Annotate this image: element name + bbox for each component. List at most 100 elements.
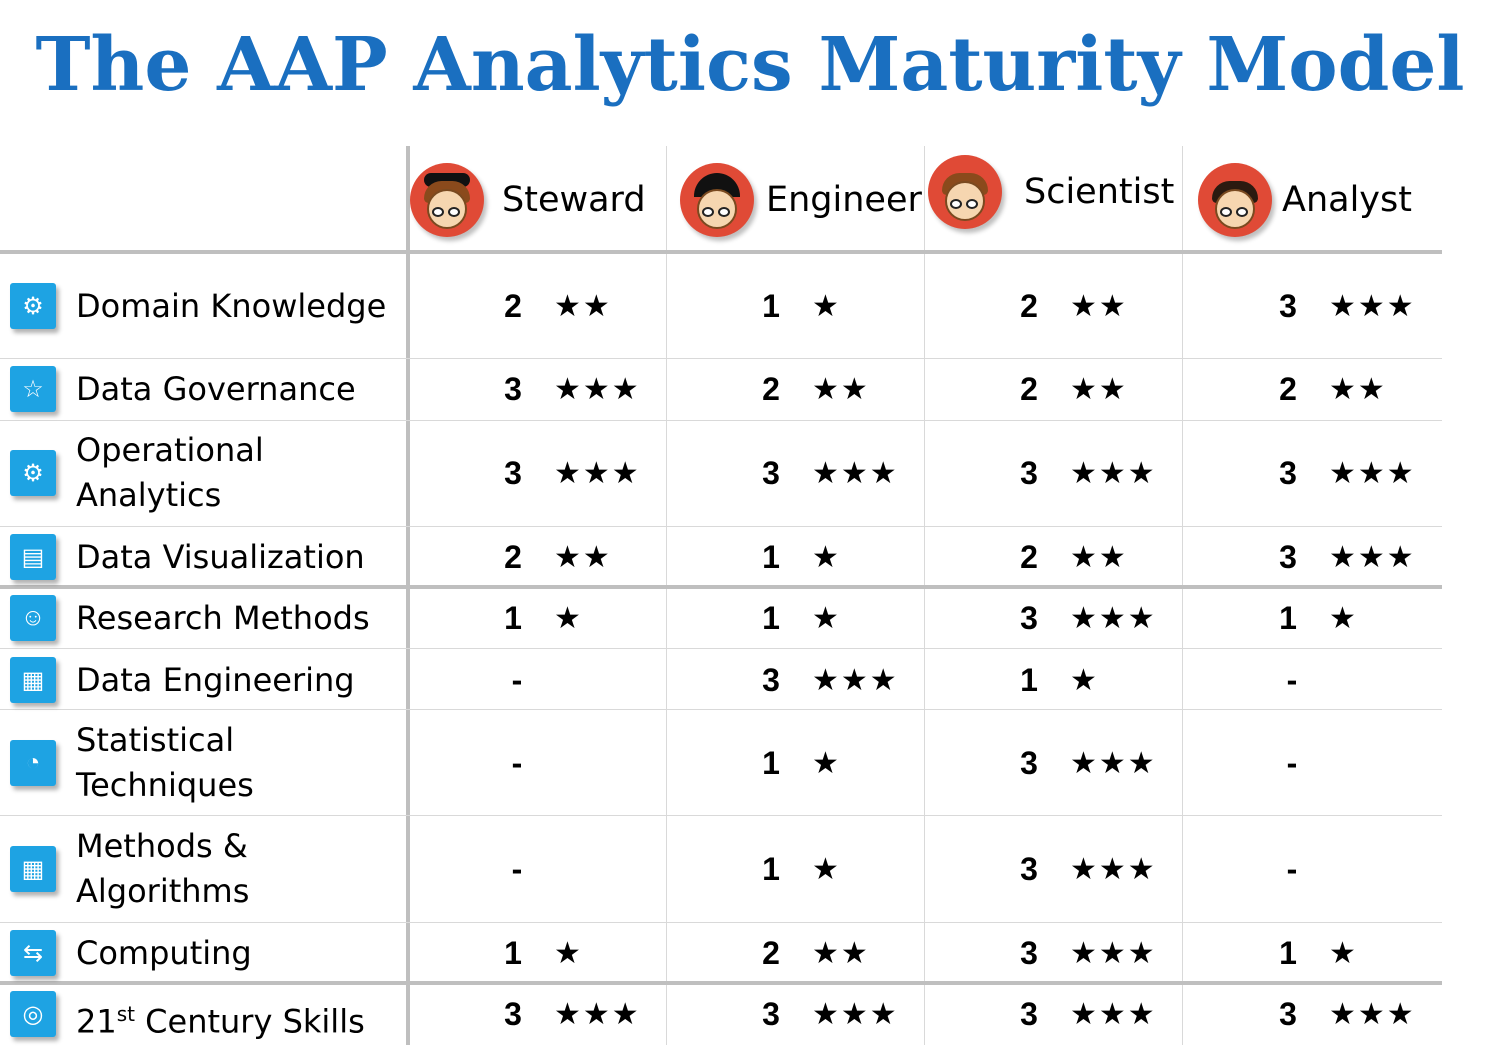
rating-stars: ★	[554, 601, 583, 635]
data-governance-icon: ☆	[10, 366, 56, 412]
rating-cell: 3 ★★★	[1014, 741, 1272, 785]
rating-cell: 3 ★★★	[1273, 284, 1500, 328]
research-methods-icon: ☺	[10, 595, 56, 641]
rating-score: 2	[1020, 370, 1038, 407]
rating-score: 3	[1020, 599, 1038, 636]
category-label: Data Engineering	[76, 660, 355, 699]
row-label-6: ▦ Data Engineering	[0, 630, 405, 730]
category-label: Operational Analytics	[76, 431, 264, 514]
rating-score: 1	[1279, 934, 1297, 971]
rating-score: 3	[504, 995, 522, 1032]
row-label-2: ☆ Data Governance	[0, 339, 405, 439]
rating-cell: 2 ★★	[498, 284, 756, 328]
rating-score: 3	[762, 454, 780, 491]
rating-cell: -	[498, 847, 756, 891]
rating-stars: ★★★	[1070, 456, 1157, 490]
rating-cell: 3 ★★★	[1014, 992, 1272, 1036]
rating-stars: ★★★	[1070, 746, 1157, 780]
rating-cell: -	[498, 741, 756, 785]
rating-stars: ★★★	[1329, 289, 1416, 323]
role-header-analyst: Analyst	[1198, 160, 1412, 240]
category-label: Data Governance	[76, 369, 356, 408]
rating-stars: ★★	[1070, 372, 1128, 406]
header-divider	[0, 250, 1442, 254]
rating-score: 3	[1020, 454, 1038, 491]
rating-score: 3	[762, 995, 780, 1032]
rating-stars: ★★★	[1070, 997, 1157, 1031]
category-label-suffix: st	[116, 1002, 135, 1026]
rating-score: 1	[762, 599, 780, 636]
rating-score: 2	[1279, 370, 1297, 407]
label-column-divider	[406, 146, 410, 1045]
rating-stars: ★★★	[1329, 540, 1416, 574]
rating-score: 1	[762, 744, 780, 781]
rating-stars: ★★★	[1070, 936, 1157, 970]
data-visualization-icon: ▤	[10, 534, 56, 580]
rating-score: -	[511, 744, 523, 781]
role-header-steward: Steward	[410, 160, 646, 240]
category-label: Research Methods	[76, 598, 370, 637]
rating-score: 1	[1279, 599, 1297, 636]
21st-century-skills-icon: ◎	[10, 991, 56, 1037]
rating-stars: ★★	[1329, 372, 1387, 406]
row-divider	[0, 526, 1442, 527]
rating-score: 3	[1020, 850, 1038, 887]
rating-score: 2	[504, 538, 522, 575]
row-divider	[0, 709, 1442, 710]
role-label: Engineer	[766, 180, 922, 220]
row-label-4: ▤ Data Visualization	[0, 507, 405, 607]
rating-cell: 1 ★	[756, 847, 1014, 891]
rating-score: -	[511, 850, 523, 887]
row-label-7: ◔ Statistical Techniques	[0, 713, 405, 813]
row-label-10: ◎ 21st Century Skills	[0, 964, 405, 1064]
rating-score: 1	[762, 287, 780, 324]
category-label: Statistical Techniques	[76, 721, 254, 804]
page-title: The AAP Analytics Maturity Model	[35, 22, 1465, 108]
rating-cell: 1 ★	[756, 535, 1014, 579]
role-header-engineer: Engineer	[680, 160, 922, 240]
rating-score: 1	[762, 850, 780, 887]
rating-stars: ★	[812, 289, 841, 323]
methods-algorithms-icon: ▦	[10, 846, 56, 892]
rating-stars: ★	[1070, 663, 1099, 697]
rating-cell: 1 ★	[498, 596, 756, 640]
rating-stars: ★★★	[812, 997, 899, 1031]
rating-score: 3	[1020, 934, 1038, 971]
row-label-8: ▦ Methods & Algorithms	[0, 819, 405, 919]
rating-stars: ★	[812, 540, 841, 574]
rating-stars: ★★★	[554, 372, 641, 406]
rating-cell: 3 ★★★	[498, 367, 756, 411]
rating-stars: ★★★	[1329, 997, 1416, 1031]
rating-stars: ★★★	[1070, 601, 1157, 635]
rating-cell: 3 ★★★	[498, 451, 756, 495]
rating-score: 3	[1279, 287, 1297, 324]
rating-cell: 2 ★★	[756, 931, 1014, 975]
rating-cell: 1 ★	[1273, 931, 1500, 975]
scientist-avatar-icon	[928, 155, 1002, 229]
rating-stars: ★★	[554, 540, 612, 574]
rating-score: 3	[762, 661, 780, 698]
rating-stars: ★	[1329, 601, 1358, 635]
rating-cell: 3 ★★★	[1273, 535, 1500, 579]
rating-stars: ★★	[554, 289, 612, 323]
rating-cell: 3 ★★★	[756, 451, 1014, 495]
rating-score: 1	[1020, 661, 1038, 698]
row-divider	[0, 922, 1442, 923]
rating-cell: 3 ★★★	[498, 992, 756, 1036]
rating-stars: ★	[812, 601, 841, 635]
rating-score: 3	[504, 370, 522, 407]
rating-stars: ★	[812, 746, 841, 780]
rating-cell: -	[1273, 847, 1500, 891]
engineer-avatar-icon	[680, 163, 754, 237]
row-label-1: ⚙ Domain Knowledge	[0, 256, 405, 356]
rating-cell: 3 ★★★	[1014, 847, 1272, 891]
rating-cell: 1 ★	[1014, 658, 1272, 702]
statistical-techniques-icon: ◔	[10, 740, 56, 786]
role-label: Analyst	[1282, 180, 1412, 220]
rating-score: -	[1286, 744, 1298, 781]
rating-score: 3	[1279, 454, 1297, 491]
row-label-9: ⇆ Computing	[0, 903, 405, 1003]
rating-score: 2	[762, 370, 780, 407]
rating-cell: 3 ★★★	[1273, 992, 1500, 1036]
rating-cell: -	[1273, 741, 1500, 785]
